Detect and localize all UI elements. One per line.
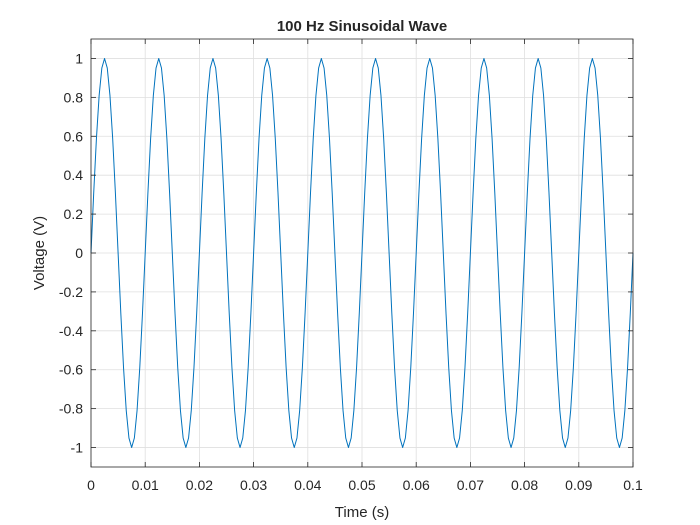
y-tick-label: -0.6 [59,362,83,378]
y-tick-label: -0.8 [59,401,83,417]
y-tick-label: -0.2 [59,284,83,300]
ticks [90,39,634,467]
y-tick-label: -0.4 [59,323,83,339]
series-layer [90,57,634,449]
chart-title: 100 Hz Sinusoidal Wave [277,18,447,35]
x-tick-label: 0.08 [511,477,538,493]
x-tick-label: 0.05 [348,477,375,493]
x-tick-label: 0.02 [186,477,213,493]
y-tick-label: 0.6 [64,128,84,144]
y-tick-label: 0.4 [64,167,84,183]
y-tick-label: 0.8 [64,89,84,105]
y-tick-label: 1 [75,50,83,66]
x-tick-label: 0.09 [565,477,592,493]
y-tick-label: 0.2 [64,206,84,222]
x-tick-label: 0.06 [403,477,430,493]
y-tick-label: -1 [71,440,84,456]
y-tick-labels: -1 -0.8 -0.6 -0.4 -0.2 0 0.2 0.4 0.6 0.8 1 [59,50,83,455]
x-tick-label: 0.01 [132,477,159,493]
y-tick-label: 0 [75,245,83,261]
x-axis-label: Time (s) [335,504,389,521]
x-tick-label: 0 [87,477,95,493]
x-tick-labels: 0 0.01 0.02 0.03 0.04 0.05 0.06 0.07 0.08 0.09 0.1 [87,477,643,493]
x-tick-label: 0.07 [457,477,484,493]
series-line [90,57,634,449]
x-tick-label: 0.04 [294,477,321,493]
y-axis-label: Voltage (V) [31,216,48,290]
x-tick-label: 0.1 [623,477,643,493]
x-tick-label: 0.03 [240,477,267,493]
